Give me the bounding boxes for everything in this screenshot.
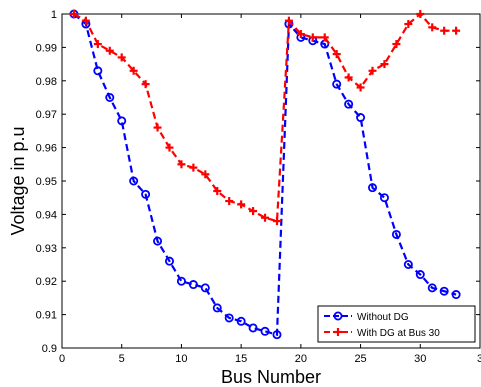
data-point — [344, 99, 354, 109]
data-point — [439, 286, 449, 296]
y-axis-ticks: 0.9 0.91 0.92 0.93 0.94 0.95 0.96 0.97 0.98 0.99 1 — [36, 9, 480, 355]
legend-entry: With DG at Bus 30 — [324, 328, 440, 339]
x-tick-label: 10 — [175, 353, 187, 365]
data-point — [415, 270, 425, 280]
data-point — [368, 66, 377, 75]
data-point — [69, 10, 78, 18]
data-point — [237, 200, 246, 209]
data-point — [93, 66, 103, 76]
data-point — [224, 313, 234, 323]
series-line — [73, 12, 457, 223]
x-axis-ticks: 0 5 10 15 20 25 30 3 — [59, 14, 481, 365]
x-axis-label: Bus Number — [221, 367, 321, 387]
data-point — [93, 40, 102, 49]
series-line — [73, 13, 457, 337]
data-point — [356, 113, 366, 123]
data-point — [356, 83, 365, 92]
legend-label: With DG at Bus 30 — [357, 328, 440, 339]
x-tick-label: 25 — [354, 353, 366, 365]
data-point — [177, 160, 186, 169]
data-point — [81, 16, 90, 25]
data-point — [428, 23, 437, 32]
data-point — [380, 60, 389, 69]
data-point — [141, 80, 150, 89]
data-point — [272, 330, 282, 340]
data-point — [320, 33, 329, 42]
y-axis-label: Voltage in p.u — [8, 126, 28, 235]
data-point — [403, 259, 413, 269]
data-point — [212, 303, 222, 313]
data-point — [452, 26, 461, 35]
legend-marker — [333, 311, 343, 321]
x-tick-label: 3 — [477, 353, 481, 365]
y-tick-label: 0.94 — [36, 209, 57, 221]
data-point — [225, 197, 234, 206]
data-point — [272, 217, 281, 226]
data-point — [261, 213, 270, 222]
data-point — [201, 170, 210, 179]
data-point — [129, 66, 138, 75]
data-point — [105, 46, 114, 55]
data-point — [260, 326, 270, 336]
data-point — [379, 193, 389, 203]
y-tick-label: 0.95 — [36, 176, 57, 188]
x-tick-label: 5 — [119, 353, 125, 365]
data-point — [129, 176, 139, 186]
y-tick-label: 0.9 — [42, 343, 57, 355]
x-tick-label: 15 — [235, 353, 247, 365]
data-point — [117, 53, 126, 62]
data-point — [236, 316, 246, 326]
data-point — [451, 290, 461, 300]
data-point — [248, 323, 258, 333]
legend-marker — [334, 328, 342, 336]
data-point — [153, 123, 162, 132]
y-tick-label: 0.97 — [36, 109, 57, 121]
legend-box — [317, 305, 476, 343]
y-tick-label: 0.96 — [36, 143, 57, 155]
y-tick-label: 0.91 — [36, 310, 57, 322]
data-point — [332, 50, 341, 59]
series-without-dg — [69, 9, 461, 340]
data-point — [308, 33, 317, 42]
legend-items: Without DG With DG at Bus 30 — [324, 311, 440, 339]
data-point — [189, 163, 198, 172]
data-point — [213, 187, 222, 196]
y-tick-label: 0.93 — [36, 243, 57, 255]
data-point — [200, 283, 210, 293]
legend-label: Without DG — [357, 312, 409, 323]
data-point — [427, 283, 437, 293]
y-tick-label: 0.99 — [36, 42, 57, 54]
y-tick-label: 0.98 — [36, 76, 57, 88]
data-point — [176, 276, 186, 286]
data-point — [332, 79, 342, 89]
data-point — [117, 116, 127, 126]
data-point — [440, 26, 449, 35]
x-tick-label: 0 — [59, 353, 65, 365]
data-point — [284, 16, 293, 25]
data-point — [368, 183, 378, 193]
data-point — [165, 143, 174, 152]
legend-entry: Without DG — [324, 311, 409, 323]
series-with-dg — [69, 10, 461, 226]
data-point — [153, 236, 163, 246]
y-tick-label: 0.92 — [36, 276, 57, 288]
data-point — [164, 256, 174, 266]
data-point — [392, 40, 401, 49]
plot-area — [61, 13, 481, 349]
series-layer — [69, 9, 461, 340]
legend: Without DG With DG at Bus 30 — [317, 305, 476, 343]
data-point — [249, 207, 258, 216]
data-point — [188, 280, 198, 290]
data-point — [416, 10, 425, 18]
data-point — [391, 229, 401, 239]
data-point — [141, 189, 151, 199]
data-point — [296, 30, 305, 39]
x-tick-label: 30 — [414, 353, 426, 365]
data-point — [344, 73, 353, 82]
y-tick-label: 1 — [51, 9, 57, 21]
data-point — [105, 93, 115, 103]
data-point — [404, 20, 413, 29]
x-tick-label: 20 — [295, 353, 307, 365]
